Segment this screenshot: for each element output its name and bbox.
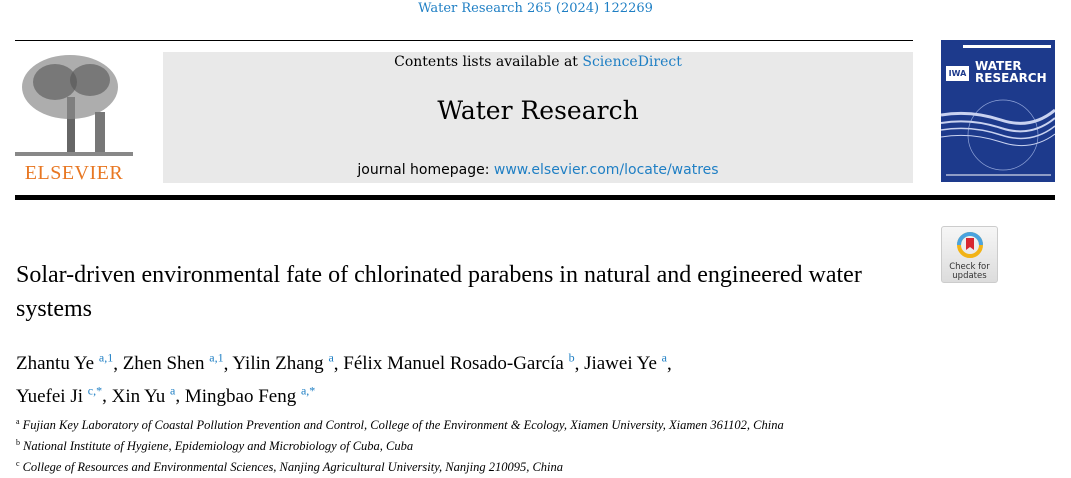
affiliation: b National Institute of Hygiene, Epidemio… — [16, 434, 784, 455]
affiliations: a Fujian Key Laboratory of Coastal Pollut… — [16, 413, 784, 476]
author[interactable]: Mingbao Feng a,* — [184, 383, 316, 407]
affiliation-text: College of Resources and Environmental S… — [22, 460, 564, 475]
affiliation-text: Fujian Key Laboratory of Coastal Polluti… — [22, 418, 784, 433]
author-affil-link[interactable]: a — [170, 383, 176, 398]
elsevier-logo[interactable]: ELSEVIER — [15, 52, 133, 185]
author[interactable]: Zhen Shen a,1 — [122, 351, 224, 375]
homepage-line: journal homepage: www.elsevier.com/locat… — [163, 162, 913, 178]
author-list: Zhantu Ye a,1, Zhen Shen a,1, Yilin Zhan… — [16, 351, 672, 407]
journal-title: Water Research — [437, 96, 639, 125]
homepage-prefix: journal homepage: — [357, 162, 494, 178]
header-rule — [15, 195, 1055, 200]
check-label-2: updates — [952, 271, 987, 281]
affiliation-key: c — [16, 459, 20, 469]
waves-icon — [941, 99, 1055, 176]
author-affil-link[interactable]: a,1 — [98, 351, 114, 365]
author-name[interactable]: Félix Manuel Rosado-García — [343, 353, 564, 375]
author[interactable]: Yuefei Ji c,* — [16, 383, 103, 407]
affiliation-key: b — [16, 438, 20, 448]
article-title: Solar-driven environmental fate of chlor… — [16, 262, 862, 322]
author[interactable]: Jiawei Ye a — [584, 351, 667, 375]
iwa-badge: IWA — [946, 66, 969, 81]
author-name[interactable]: Jiawei Ye — [584, 353, 657, 375]
affiliation-key: a — [16, 417, 20, 426]
author-name[interactable]: Mingbao Feng — [184, 385, 297, 407]
divider — [15, 40, 913, 41]
cover-title-line2: RESEARCH — [975, 71, 1047, 85]
author-name[interactable]: Zhen Shen — [122, 353, 205, 375]
author-affil-link[interactable]: a,1 — [209, 351, 224, 365]
affiliation-text: National Institute of Hygiene, Epidemiol… — [23, 439, 414, 454]
contents-prefix: Contents lists available at — [394, 54, 583, 70]
author-name[interactable]: Zhantu Ye — [16, 353, 95, 375]
author[interactable]: Xin Yu a — [111, 383, 176, 407]
affiliation: c College of Resources and Environmental … — [16, 455, 784, 476]
cover-title-line1: WATER — [975, 59, 1022, 73]
journal-header-box: Contents lists available at ScienceDirec… — [163, 52, 913, 183]
cover-bar — [963, 45, 1051, 48]
journal-reference-link[interactable]: Water Research 265 (2024) 122269 — [418, 1, 653, 16]
author-affil-link[interactable]: b — [568, 351, 575, 365]
check-label-1: Check for — [949, 262, 990, 272]
author-affil-link[interactable]: a — [661, 351, 667, 365]
author-affil-link[interactable]: a,* — [300, 383, 316, 398]
author-affil-link[interactable]: a — [328, 351, 334, 365]
author-name[interactable]: Yuefei Ji — [16, 385, 84, 407]
journal-cover[interactable]: IWA WATER RESEARCH — [941, 40, 1055, 182]
author[interactable]: Yilin Zhang a — [232, 351, 334, 375]
affiliation: a Fujian Key Laboratory of Coastal Pollut… — [16, 413, 784, 434]
author-affil-link[interactable]: c,* — [87, 383, 103, 398]
author-name[interactable]: Yilin Zhang — [232, 353, 324, 375]
cover-title: WATER RESEARCH — [975, 60, 1047, 84]
author[interactable]: Félix Manuel Rosado-García b — [343, 351, 575, 375]
author-name[interactable]: Xin Yu — [111, 385, 166, 407]
homepage-link[interactable]: www.elsevier.com/locate/watres — [493, 162, 719, 178]
author[interactable]: Zhantu Ye a,1 — [16, 351, 114, 375]
crossmark-icon — [956, 232, 983, 258]
tree-icon — [15, 55, 133, 156]
check-for-updates-button[interactable]: Check for updates — [941, 226, 998, 283]
contents-line: Contents lists available at ScienceDirec… — [163, 54, 913, 70]
sciencedirect-link[interactable]: ScienceDirect — [582, 54, 682, 70]
